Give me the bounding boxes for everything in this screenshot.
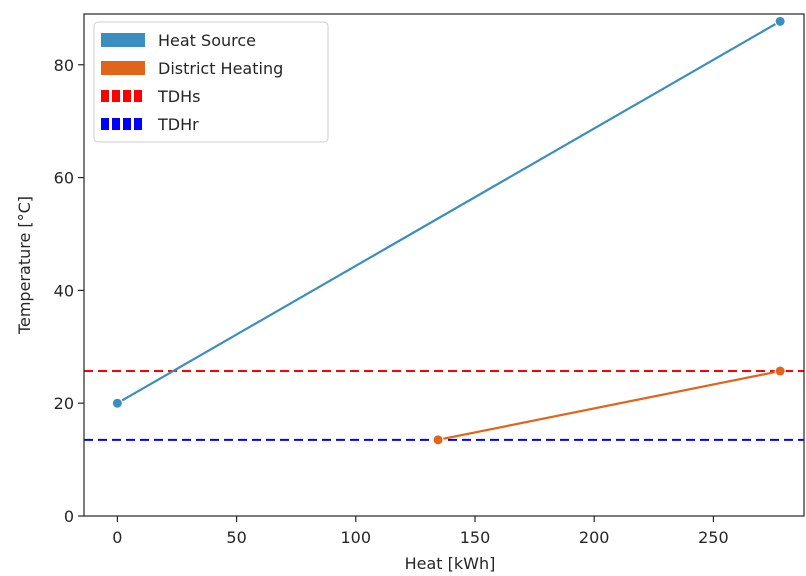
data-point-district-heating [432, 434, 444, 446]
reference-lines [84, 370, 804, 441]
plot-frame [83, 13, 805, 517]
y-tick-label: 80 [54, 56, 74, 75]
legend-label: TDHr [157, 115, 199, 134]
x-tick-label: 200 [579, 528, 610, 547]
legend-label: District Heating [158, 59, 283, 78]
series-line-heat-source [116, 20, 781, 405]
x-tick-label: 50 [226, 528, 246, 547]
data-point-district-heating [774, 365, 786, 377]
legend-swatch [101, 61, 145, 75]
x-axis-ticks: 0 50 100 150 200 250 [112, 516, 729, 547]
series-points [111, 15, 786, 446]
legend-label: TDHs [157, 87, 200, 106]
x-axis-label: Heat [kWh] [405, 554, 496, 573]
x-tick-label: 0 [112, 528, 122, 547]
series-line-district-heating [437, 369, 781, 441]
data-point-heat-source [774, 15, 786, 27]
y-axis-ticks: 0 20 40 60 80 [54, 56, 84, 526]
legend-label: Heat Source [158, 31, 256, 50]
y-tick-label: 0 [64, 507, 74, 526]
x-tick-label: 150 [460, 528, 491, 547]
legend: Heat Source District Heating TDHs TDHr [93, 21, 329, 143]
y-axis-label: Temperature [°C] [15, 196, 34, 335]
legend-box [93, 21, 329, 143]
y-tick-label: 40 [54, 281, 74, 300]
x-tick-label: 100 [341, 528, 372, 547]
series-lines [116, 20, 781, 441]
y-tick-label: 20 [54, 394, 74, 413]
x-tick-label: 250 [698, 528, 729, 547]
legend-swatch [101, 33, 145, 47]
data-point-heat-source [111, 397, 123, 409]
y-tick-label: 60 [54, 169, 74, 188]
